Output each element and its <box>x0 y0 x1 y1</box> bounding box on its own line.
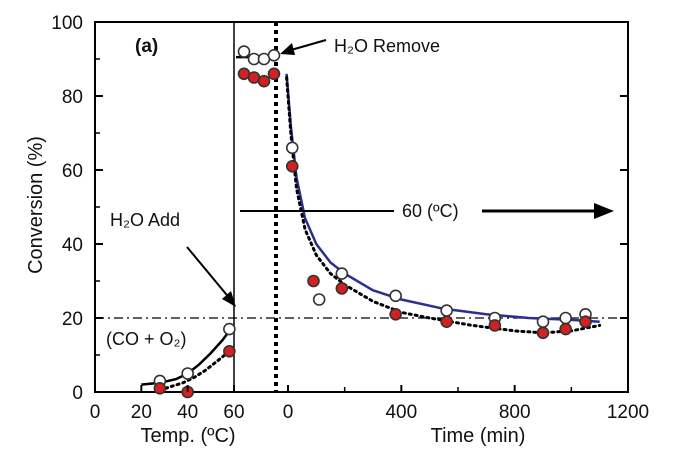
data-point-time-filled <box>307 274 320 288</box>
arrow-h2o-add-head <box>222 291 236 307</box>
annotation-co-o2: (CO + O₂) <box>106 329 187 349</box>
arrow-60-right-head <box>594 203 614 219</box>
y-tick-label: 60 <box>62 161 83 182</box>
x-tick-label-temp: 40 <box>177 402 198 423</box>
x-tick-label-time: 800 <box>499 402 531 423</box>
data-point-time-filled <box>440 315 453 329</box>
axes: 0 20 40 60 80 100 0 20 40 60 0 400 800 1200 <box>51 13 649 423</box>
data-point-time-filled <box>389 307 402 321</box>
data-point-time-open <box>389 289 402 303</box>
x-tick-label-time: 1200 <box>607 402 649 423</box>
data-point-transition-filled <box>267 67 281 81</box>
fit-curve-time-solid <box>285 73 600 323</box>
data-point-time-open <box>559 311 572 325</box>
x-axis-title-temp: Temp. (ºC) <box>140 425 235 447</box>
data-point-time-open <box>335 267 349 280</box>
fit-curves <box>141 55 602 392</box>
data-point-time-open <box>536 315 550 329</box>
data-point-time-filled <box>335 282 349 295</box>
data-point-time-filled <box>285 160 299 173</box>
data-point-time-filled <box>579 315 592 329</box>
y-axis-title: Conversion (%) <box>25 136 47 274</box>
panel-label: (a) <box>135 36 158 57</box>
data-point-time-open <box>285 141 299 155</box>
y-tick-label: 0 <box>72 383 83 404</box>
arrow-h2o-remove-head <box>280 43 295 55</box>
data-point-time-filled <box>536 326 550 340</box>
annotations: (a) H₂O Add H₂O Remove (CO + O₂) 60 (ºC) <box>106 36 614 349</box>
data-point-temp-filled <box>153 381 167 395</box>
x-axis-title-time: Time (min) <box>431 425 526 447</box>
data-point-temp-open <box>181 367 194 380</box>
x-tick-label-temp: 60 <box>223 402 244 423</box>
annotation-h2o-remove: H₂O Remove <box>334 36 440 56</box>
x-tick-label-temp: 0 <box>90 402 101 423</box>
x-tick-label-time: 400 <box>385 402 417 423</box>
data-point-transition-open <box>267 48 281 62</box>
y-tick-label: 100 <box>51 13 83 34</box>
annotation-60-degc: 60 (ºC) <box>402 201 459 221</box>
data-point-temp-filled <box>223 344 236 358</box>
data-point-temp-open <box>223 322 236 336</box>
data-point-time-filled <box>488 319 502 332</box>
data-point-time-filled <box>559 322 572 336</box>
x-tick-label-temp: 20 <box>131 402 152 423</box>
annotation-h2o-add: H₂O Add <box>110 210 180 230</box>
arrow-h2o-add <box>186 246 232 301</box>
fit-curve-time-dotted <box>285 76 602 335</box>
arrow-h2o-remove <box>290 39 327 51</box>
data-point-transition-filled <box>257 74 271 88</box>
y-tick-label: 40 <box>62 235 83 256</box>
x-tick-label-time: 0 <box>283 402 294 423</box>
y-tick-label: 80 <box>62 87 83 108</box>
data-point-time-open <box>312 293 326 306</box>
data-point-transition-open <box>237 45 251 58</box>
data-point-time-open <box>440 304 453 317</box>
y-tick-label: 20 <box>62 309 83 330</box>
data-points <box>153 45 592 399</box>
fit-curve-temp-dotted <box>158 349 231 392</box>
